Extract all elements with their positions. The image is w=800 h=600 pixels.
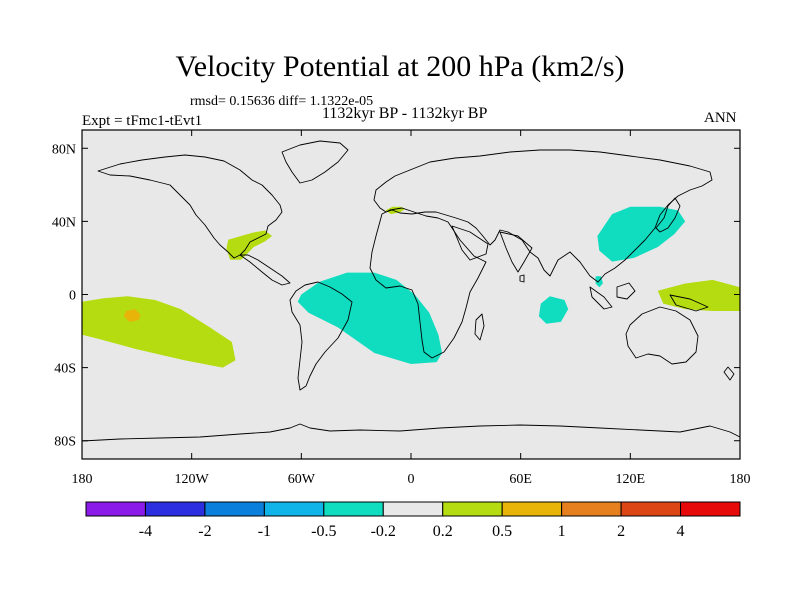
- y-tick-label: 80S: [54, 435, 76, 450]
- region-west-pacific: [657, 279, 740, 311]
- y-tick-label: 0: [69, 289, 76, 304]
- x-tick-label: 180: [72, 472, 93, 487]
- colorbar-level-label: -0.5: [311, 523, 336, 540]
- center-subtitle: 1132kyr BP - 1132kyr BP: [322, 105, 488, 122]
- colorbar-box: [204, 501, 265, 517]
- coastline-africa: [369, 207, 487, 359]
- axis-tick-labels: 180 120W 60W 0 60E 120E 180 80N 40N 0 40S 80S: [52, 142, 751, 487]
- region-central-indian-ocean: [538, 296, 569, 324]
- coastline-antarctica: [81, 423, 741, 442]
- coastline-sri-lanka: [519, 274, 525, 283]
- coastline-south-america: [289, 281, 353, 391]
- colorbar-level-label: -4: [139, 523, 152, 540]
- region-east-asia: [597, 206, 686, 262]
- colorbar-box: [501, 501, 563, 517]
- region-gulf-of-mexico: [226, 230, 273, 260]
- shaded-regions: [82, 206, 740, 368]
- coastline-borneo: [616, 282, 636, 300]
- coastline-sumatra: [589, 286, 613, 310]
- colorbar-level-label: 0.5: [492, 523, 512, 540]
- colorbar-box: [144, 501, 206, 517]
- y-tick-label: 40N: [52, 215, 76, 230]
- left-subtitle: Expt = tFmc1-tEvt1: [82, 113, 203, 129]
- coastline-eurasia: [373, 149, 713, 283]
- x-tick-label: 120E: [616, 472, 646, 487]
- colorbar-level-label: 4: [677, 523, 685, 540]
- colorbar-level-label: -1: [258, 523, 271, 540]
- colorbar: [85, 501, 741, 517]
- x-tick-label: 60W: [288, 472, 316, 487]
- colorbar-box: [263, 501, 325, 517]
- stats-text: rmsd= 0.15636 diff= 1.1322e-05: [190, 94, 374, 109]
- colorbar-box: [323, 501, 384, 517]
- region-central-south-pacific: [82, 296, 236, 368]
- coastlines: [81, 140, 741, 442]
- colorbar-box: [561, 501, 622, 517]
- region-south-atlantic: [297, 272, 443, 364]
- coastline-india: [499, 231, 533, 273]
- colorbar-box: [680, 501, 741, 517]
- x-tick-label: 180: [730, 472, 751, 487]
- x-tick-label: 120W: [175, 472, 210, 487]
- axis-ticks: [81, 130, 741, 459]
- colorbar-level-label: -0.2: [371, 523, 396, 540]
- colorbar-box: [85, 501, 146, 517]
- colorbar-box: [620, 501, 682, 517]
- right-subtitle: ANN: [704, 110, 737, 126]
- colorbar-labels: -4 -2 -1 -0.5 -0.2 0.2 0.5 1 2 4: [139, 523, 685, 540]
- x-tick-label: 0: [408, 472, 415, 487]
- coastline-central-america: [239, 254, 291, 286]
- coastline-madagascar: [474, 313, 485, 341]
- coastline-japan: [655, 197, 681, 233]
- region-south-pacific-core: [124, 309, 141, 322]
- coastline-arabia: [451, 225, 489, 261]
- coastline-greenland: [281, 140, 349, 184]
- coastline-australia: [625, 306, 699, 365]
- colorbar-level-label: 2: [617, 523, 625, 540]
- y-tick-label: 80N: [52, 142, 76, 157]
- colorbar-box: [382, 501, 444, 517]
- chart-title: Velocity Potential at 200 hPa (km2/s): [175, 50, 625, 83]
- coastline-north-america: [97, 154, 283, 259]
- colorbar-box: [442, 501, 503, 517]
- y-tick-label: 40S: [54, 362, 76, 377]
- coastline-new-guinea: [669, 294, 709, 312]
- colorbar-level-label: 0.2: [433, 523, 453, 540]
- coastline-new-zealand: [723, 366, 735, 381]
- x-tick-label: 60E: [509, 472, 532, 487]
- colorbar-level-label: -2: [198, 523, 211, 540]
- colorbar-level-label: 1: [558, 523, 566, 540]
